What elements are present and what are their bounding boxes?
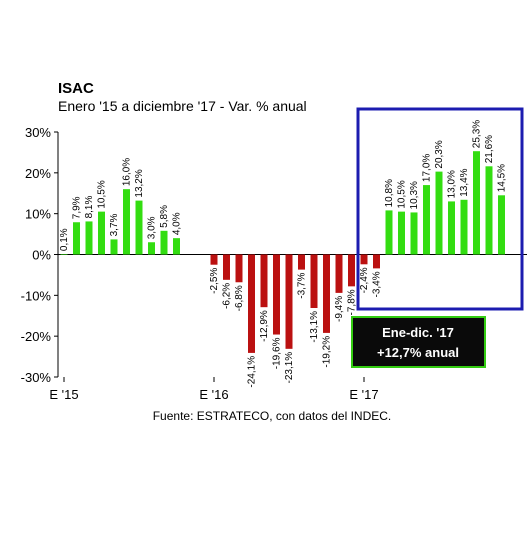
callout: Ene-dic. '17 +12,7% anual xyxy=(351,316,486,368)
data-label: 20,3% xyxy=(434,140,445,168)
x-tick-label: E '17 xyxy=(349,387,378,402)
y-tick-label: -10% xyxy=(21,288,52,303)
data-label: 3,0% xyxy=(147,216,158,239)
data-label: 7,9% xyxy=(72,196,83,219)
bar-sep-15 xyxy=(160,230,168,255)
x-tick-label: E '15 xyxy=(49,387,78,402)
bar-ago-16 xyxy=(298,254,305,270)
data-label: 13,4% xyxy=(459,168,470,196)
data-label: -2,5% xyxy=(209,268,220,294)
data-label: 16,0% xyxy=(122,158,133,186)
bar-nov-17 xyxy=(485,166,493,255)
chart-subtitle: Enero '15 a diciembre '17 - Var. % anual xyxy=(58,98,307,114)
bar-feb-15 xyxy=(73,222,80,255)
data-label: 25,3% xyxy=(472,120,483,148)
data-label: 17,0% xyxy=(422,154,433,182)
data-label: -9,4% xyxy=(334,296,345,322)
y-tick-label: 20% xyxy=(25,166,51,181)
data-label: 13,0% xyxy=(447,170,458,198)
bar-dic-17 xyxy=(498,195,505,255)
bar-ene-15 xyxy=(60,254,68,255)
callout-line-1: Ene-dic. '17 xyxy=(382,325,454,340)
data-label: 5,8% xyxy=(159,205,170,228)
data-label: -7,8% xyxy=(347,289,358,315)
bar-nov-16 xyxy=(335,254,343,293)
bar-jun-17 xyxy=(423,185,430,255)
chart-source: Fuente: ESTRATECO, con datos del INDEC. xyxy=(153,409,392,423)
data-label: -23,1% xyxy=(284,352,295,384)
callout-line-2: +12,7% anual xyxy=(377,345,459,360)
bar-mar-16 xyxy=(235,254,243,283)
bar-feb-17 xyxy=(373,254,380,269)
y-tick-label: -20% xyxy=(21,329,52,344)
data-label: 3,7% xyxy=(109,213,120,236)
y-tick-label: -30% xyxy=(21,370,52,385)
highlight-box xyxy=(356,107,524,311)
data-label: 13,2% xyxy=(134,169,145,197)
data-label: 10,5% xyxy=(97,180,108,208)
chart-title: ISAC xyxy=(58,80,94,97)
data-label: -2,4% xyxy=(359,267,370,293)
bar-oct-15 xyxy=(173,238,180,255)
data-label: 14,5% xyxy=(497,164,508,192)
callout-box xyxy=(351,316,486,368)
data-label: -6,8% xyxy=(234,285,245,311)
bar-may-16 xyxy=(260,254,268,308)
y-tick-label: 0% xyxy=(32,248,51,263)
data-label: 4,0% xyxy=(172,212,183,235)
x-tick-label: E '16 xyxy=(199,387,228,402)
bar-dic-16 xyxy=(348,254,355,287)
data-label: -3,7% xyxy=(297,273,308,299)
bar-mar-17 xyxy=(385,210,393,255)
data-label: 0,1% xyxy=(59,228,70,251)
bar-jul-17 xyxy=(435,171,443,255)
bar-ene-16 xyxy=(210,254,218,265)
data-label: -19,6% xyxy=(272,337,283,369)
bar-ago-15 xyxy=(148,242,155,255)
data-label: -19,2% xyxy=(322,336,333,368)
bar-mar-15 xyxy=(85,221,93,255)
bar-jun-16 xyxy=(273,254,280,335)
bar-oct-17 xyxy=(473,151,480,255)
data-label: 8,1% xyxy=(84,196,95,219)
data-label: -24,1% xyxy=(247,356,258,388)
data-label: -12,9% xyxy=(259,310,270,342)
data-label: 10,5% xyxy=(397,180,408,208)
bar-abr-15 xyxy=(98,211,105,255)
bar-jun-15 xyxy=(123,189,130,255)
bar-sep-16 xyxy=(310,254,318,308)
y-tick-label: 30% xyxy=(25,125,51,140)
bars xyxy=(60,151,505,353)
bar-may-17 xyxy=(410,212,418,255)
bar-oct-16 xyxy=(323,254,330,333)
bar-jul-16 xyxy=(285,254,293,349)
bar-feb-16 xyxy=(223,254,230,280)
bar-abr-16 xyxy=(248,254,255,353)
y-axis: 30% 20% 10% 0% -10% -20% -30% xyxy=(21,125,59,385)
bar-ene-17 xyxy=(360,254,368,265)
data-label: -3,4% xyxy=(372,271,383,297)
bar-may-15 xyxy=(110,239,118,255)
bar-labels: 0,1%7,9% 8,1% 10,5%3,7%16,0% 13,2%3,0%5,8% 4… xyxy=(59,120,508,388)
data-label: -13,1% xyxy=(309,311,320,343)
y-tick-label: 10% xyxy=(25,207,51,222)
data-label: -6,2% xyxy=(222,283,233,309)
bar-jul-15 xyxy=(135,200,143,255)
data-label: 21,6% xyxy=(484,135,495,163)
bar-ago-17 xyxy=(448,201,455,255)
bar-abr-17 xyxy=(398,211,405,255)
data-label: 10,8% xyxy=(384,179,395,207)
bar-sep-17 xyxy=(460,199,468,255)
data-label: 10,3% xyxy=(409,181,420,209)
